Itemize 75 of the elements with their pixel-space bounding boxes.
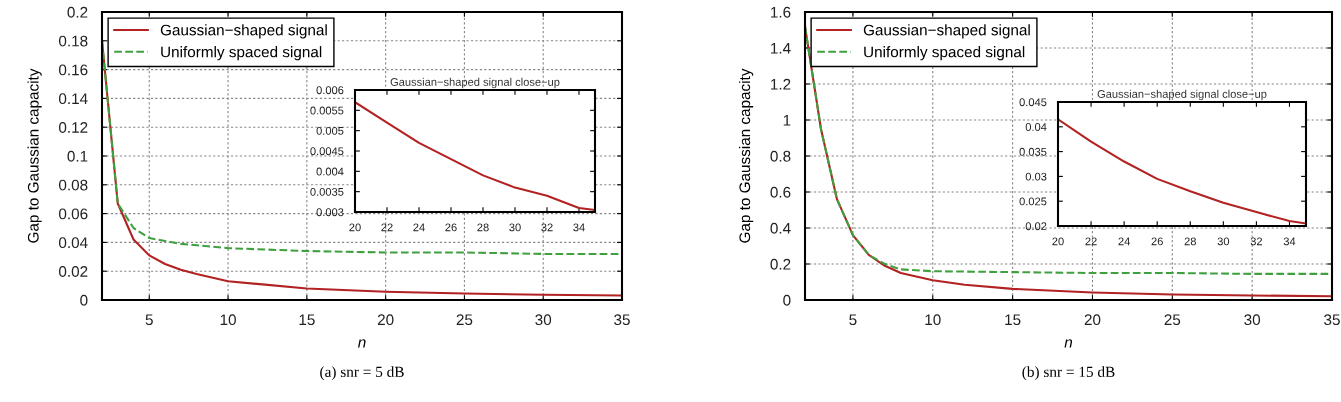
x-tick-label: 28 — [1184, 237, 1196, 246]
x-tick-label: 32 — [1250, 237, 1263, 246]
x-axis-title: n — [1064, 339, 1073, 348]
x-tick-label: 26 — [445, 223, 457, 232]
y-tick-label: 1.4 — [771, 43, 791, 54]
y-tick-label: 1.6 — [771, 6, 791, 18]
y-tick-label: 0.035 — [1019, 147, 1047, 156]
y-tick-label: 0.045 — [1019, 98, 1047, 107]
x-tick-label: 25 — [1164, 314, 1181, 326]
x-tick-label: 30 — [1244, 314, 1261, 326]
y-tick-label: 0.16 — [58, 64, 88, 76]
x-tick-label: 10 — [925, 314, 941, 326]
y-tick-label: 0.1 — [67, 150, 88, 162]
y-tick-label: 1.2 — [771, 78, 791, 90]
legend-label: Uniformly spaced signal — [864, 46, 1025, 61]
y-tick-label: 0.0055 — [310, 106, 344, 115]
y-tick-label: 0.0045 — [310, 147, 344, 156]
x-tick-label: 30 — [509, 223, 521, 232]
text: (a) snr = 5 dB — [320, 366, 404, 381]
legend-label: Gaussian−shaped signal — [863, 24, 1030, 39]
x-tick-label: 5 — [849, 314, 857, 326]
x-tick-label: 25 — [456, 314, 473, 326]
x-tick-label: 20 — [349, 223, 361, 232]
x-tick-label: 20 — [1084, 314, 1101, 326]
y-axis-title: Gap to Gaussian capacity — [738, 68, 754, 243]
x-tick-label: 24 — [413, 223, 425, 232]
y-tick-label: 0.004 — [316, 167, 344, 176]
y-tick-label: 0.14 — [58, 93, 88, 105]
y-tick-label: 0 — [80, 294, 88, 306]
chart-title: Gaussian−shaped signal close−up — [390, 77, 560, 89]
x-tick-label: 35 — [1324, 314, 1340, 326]
y-tick-label: 0.08 — [58, 179, 88, 191]
legend-label: Gaussian−shaped signal — [160, 24, 327, 39]
y-tick-label: 1 — [783, 115, 791, 126]
y-tick-label: 0.04 — [1025, 123, 1047, 131]
x-axis-title: n — [358, 339, 366, 348]
x-tick-label: 22 — [381, 223, 393, 232]
y-tick-label: 0.2 — [67, 6, 88, 18]
y-axis-title: Gap to Gaussian capacity — [27, 68, 42, 243]
x-tick-label: 15 — [299, 314, 315, 326]
x-tick-label: 30 — [535, 314, 552, 326]
y-tick-label: 0.18 — [58, 35, 88, 47]
x-tick-label: 28 — [477, 223, 489, 232]
chart-title: Gaussian−shaped signal close−up — [1097, 89, 1267, 101]
x-tick-label: 26 — [1151, 237, 1163, 246]
x-tick-label: 15 — [1005, 314, 1021, 326]
y-tick-label: 0.005 — [316, 126, 344, 135]
y-tick-label: 0.025 — [1019, 197, 1047, 206]
y-tick-label: 0.4 — [770, 222, 791, 234]
text: (b) snr = 15 dB — [1022, 366, 1115, 381]
y-tick-label: 0.006 — [316, 86, 344, 95]
y-tick-label: 0 — [783, 294, 791, 306]
y-tick-label: 0.0035 — [310, 187, 344, 196]
y-tick-label: 0.04 — [58, 237, 88, 249]
x-tick-label: 5 — [145, 314, 153, 326]
y-tick-label: 0.6 — [770, 186, 791, 198]
y-tick-label: 0.03 — [1025, 172, 1047, 181]
y-tick-label: 0.02 — [58, 266, 88, 277]
x-tick-label: 34 — [573, 223, 585, 232]
x-tick-label: 24 — [1118, 237, 1130, 246]
y-tick-label: 0.12 — [58, 122, 88, 133]
y-tick-label: 0.02 — [1025, 222, 1047, 231]
legend-label: Uniformly spaced signal — [161, 46, 322, 61]
y-tick-label: 0.06 — [58, 208, 88, 220]
y-tick-label: 0.8 — [770, 150, 791, 162]
y-tick-label: 0.003 — [316, 208, 344, 217]
x-tick-label: 35 — [614, 314, 630, 326]
x-tick-label: 20 — [377, 314, 394, 326]
x-tick-label: 32 — [541, 223, 553, 232]
x-tick-label: 30 — [1217, 237, 1230, 246]
x-tick-label: 10 — [220, 314, 236, 326]
y-tick-label: 0.2 — [770, 258, 791, 270]
x-tick-label: 22 — [1085, 237, 1097, 246]
x-tick-label: 20 — [1052, 237, 1064, 246]
x-tick-label: 34 — [1283, 237, 1296, 246]
